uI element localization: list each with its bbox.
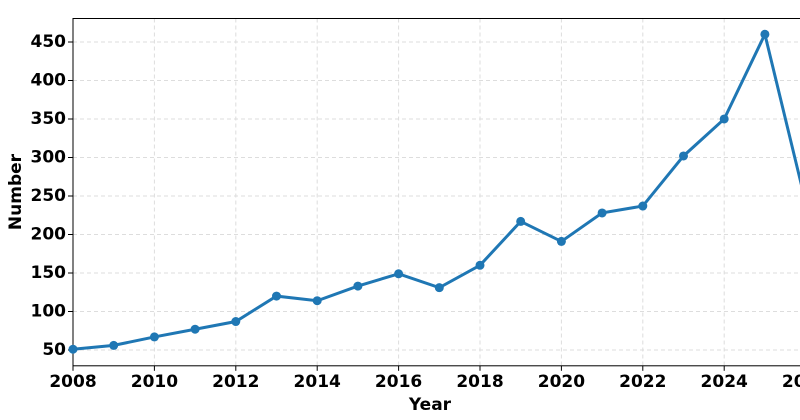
plot-frame (72, 18, 800, 367)
point (231, 317, 241, 327)
point (760, 29, 770, 39)
x-tick-label: 2008 (49, 372, 96, 392)
x-tick-label: 2012 (212, 372, 259, 392)
x-tick-label: 2016 (375, 372, 422, 392)
x-tick-label: 2014 (294, 372, 341, 392)
y-tick-label: 200 (31, 225, 67, 245)
point (719, 114, 729, 124)
line (72, 29, 800, 351)
y-tick-label: 300 (31, 147, 67, 167)
x-tick-label: 2018 (456, 372, 503, 392)
x-axis-label: Year (408, 395, 452, 415)
point (556, 236, 566, 246)
y-tick-label: 150 (31, 263, 67, 283)
point (190, 324, 200, 334)
point (679, 151, 688, 161)
x-tick-label: 2026 (782, 372, 800, 392)
point (394, 269, 404, 279)
point (272, 291, 281, 301)
point (109, 340, 119, 350)
y-tick-label: 350 (31, 109, 67, 129)
point (638, 201, 648, 211)
point (353, 281, 363, 291)
x-tick-label: 2022 (619, 372, 666, 392)
point (475, 260, 485, 270)
point (149, 332, 159, 342)
point (516, 216, 526, 226)
y-axis-label: Number (6, 153, 26, 230)
point (434, 283, 444, 293)
x-tick-label: 2010 (131, 372, 178, 392)
x-tick-label: 2024 (701, 372, 748, 392)
y-tick-label: 400 (31, 70, 67, 90)
point (312, 296, 322, 306)
y-tick-label: 50 (42, 340, 66, 360)
point (597, 208, 607, 218)
y-tick-label: 250 (31, 186, 67, 206)
y-tick-label: 100 (31, 302, 67, 322)
y-tick-label: 450 (31, 32, 67, 52)
x-tick-label: 2020 (538, 372, 585, 392)
point (68, 344, 78, 354)
